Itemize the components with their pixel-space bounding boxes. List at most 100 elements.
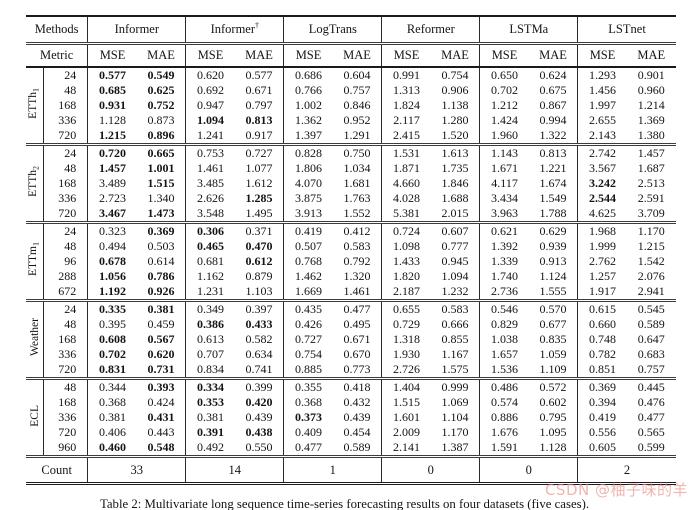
metric-mse-header: MSE [185,43,235,68]
value-cell: 0.678 [87,254,137,269]
value-cell: 0.615 [577,299,627,317]
table-row: ETTh2 24 0.720 0.665 0.753 0.727 0.828 0.750 1.5… [26,143,676,223]
value-cell: 0.583 [343,239,371,253]
value-cell: 1.214 [637,98,665,112]
value-cell: 1.313 [381,83,431,98]
value-cell: 0.460 [87,440,137,457]
method-header-logtrans: LogTrans [283,15,382,45]
value-cell: 2.655 [577,113,627,128]
table-row: 720 0.831 0.731 0.834 0.741 0.885 0.773 2.726 1.… [26,362,676,379]
value-cell: 0.834 [185,362,235,379]
value-cell: 1.917 [577,284,627,301]
value-cell: 1.687 [637,161,665,175]
value-cell: 2.736 [479,284,529,301]
value-cell: 1.104 [441,410,469,424]
value-cell: 0.901 [637,68,665,82]
metric-mse-header: MSE [577,43,627,68]
value-cell: 3.242 [577,176,627,191]
value-cell: 1.462 [283,269,333,284]
value-cell: 0.454 [343,425,371,439]
horizon-cell: 24 [43,221,88,239]
value-cell: 0.731 [147,362,175,376]
table-row: 48 0.494 0.503 0.465 0.470 0.507 0.583 1.098 0.7… [26,239,676,254]
value-cell: 0.753 [185,143,235,161]
value-cell: 0.369 [577,377,627,395]
value-cell: 2.591 [637,191,665,205]
horizon-cell: 288 [43,269,88,284]
table-row: 48 0.395 0.459 0.386 0.433 0.426 0.495 0.729 0.6… [26,317,676,332]
value-cell: 0.939 [539,239,567,253]
value-cell: 0.495 [343,317,371,331]
value-cell: 1.241 [185,128,235,145]
value-cell: 0.605 [577,440,627,457]
horizon-cell: 720 [43,425,88,440]
value-cell: 1.322 [539,128,567,142]
value-cell: 0.665 [136,143,186,161]
value-cell: 0.906 [441,83,469,97]
value-cell: 0.945 [441,254,469,268]
value-cell: 1.549 [539,191,567,205]
value-cell: 0.577 [245,68,273,82]
table-row: 96 0.678 0.614 0.681 0.612 0.768 0.792 1.433 0.9… [26,254,676,269]
value-cell: 2.143 [577,128,627,145]
value-cell: 1.231 [185,284,235,301]
value-cell: 1.128 [539,440,567,454]
value-cell: 1.520 [441,128,469,142]
value-cell: 0.917 [245,128,273,142]
value-cell: 1.404 [381,377,431,395]
count-cell: 2 [577,455,676,485]
value-cell: 1.495 [245,206,273,220]
methods-header-row: Methods Informer Informer† LogTrans Reformer… [26,15,676,45]
value-cell: 0.931 [87,98,137,113]
table-row: 168 0.931 0.752 0.947 0.797 1.002 0.846 1.824 1.… [26,98,676,113]
value-cell: 0.574 [479,395,529,410]
value-cell: 0.683 [637,347,665,361]
value-cell: 0.999 [430,377,480,395]
value-cell: 0.344 [87,377,137,395]
table-row: ECL 48 0.344 0.393 0.334 0.399 0.355 0.418 1.404… [26,377,676,457]
method-header-lstma: LSTMa [479,15,578,45]
value-cell: 1.968 [577,221,627,239]
metric-mae-header: MAE [332,43,382,68]
value-cell: 0.419 [577,410,627,425]
value-cell: 1.098 [381,239,431,254]
value-cell: 1.820 [381,269,431,284]
value-cell: 0.418 [332,377,382,395]
horizon-cell: 24 [43,143,88,161]
table-caption: Table 2: Multivariate long sequence time… [99,497,590,510]
value-cell: 1.612 [245,176,273,190]
horizon-cell: 168 [43,98,88,113]
value-cell: 0.754 [441,68,469,82]
value-cell: 0.960 [637,83,665,97]
horizon-cell: 336 [43,113,88,128]
value-cell: 0.353 [185,395,235,410]
metric-mae-header: MAE [626,43,676,68]
value-cell: 0.556 [577,425,627,440]
value-cell: 0.599 [637,440,665,454]
metric-mse-header: MSE [381,43,431,68]
value-cell: 1.740 [479,269,529,284]
count-cell: 1 [283,455,382,485]
value-cell: 0.459 [147,317,175,331]
value-cell: 1.077 [245,161,273,175]
value-cell: 0.675 [539,83,567,97]
value-cell: 0.409 [283,425,333,440]
value-cell: 0.433 [245,317,273,331]
metric-mse-header: MSE [283,43,333,68]
methods-label: Methods [26,15,88,45]
value-cell: 0.727 [234,143,284,161]
value-cell: 0.589 [343,440,371,454]
value-cell: 0.621 [479,221,529,239]
value-cell: 3.875 [283,191,333,206]
value-cell: 0.813 [245,113,273,127]
value-cell: 1.457 [87,161,137,176]
value-cell: 1.002 [283,98,333,113]
value-cell: 1.552 [343,206,371,220]
value-cell: 1.362 [283,113,333,128]
value-cell: 0.777 [441,239,469,253]
value-cell: 0.686 [283,67,333,83]
value-cell: 0.692 [185,83,235,98]
metric-mse-header: MSE [87,43,137,68]
value-cell: 0.583 [430,299,480,317]
value-cell: 0.394 [577,395,627,410]
